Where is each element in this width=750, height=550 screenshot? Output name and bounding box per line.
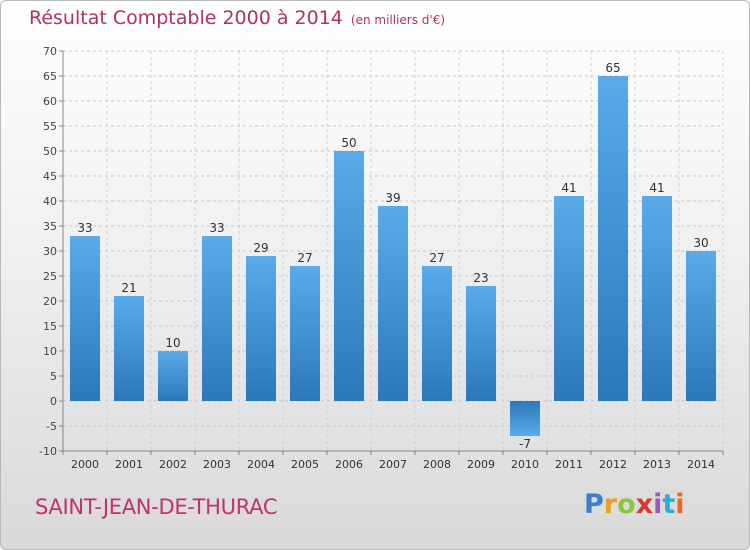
bar-value-label: 33 [77,221,92,235]
bar-value-label: 41 [561,181,576,195]
x-tick-label: 2012 [599,458,627,471]
x-tick-label: 2003 [203,458,231,471]
y-tick-label: 25 [43,270,57,283]
commune-name: SAINT-JEAN-DE-THURAC [35,495,278,519]
bar-value-label: 23 [473,271,488,285]
y-tick-label: 40 [43,195,57,208]
logo-letter: t [662,489,676,520]
bar [158,351,188,401]
y-tick-label: 70 [43,45,57,58]
x-tick-label: 2006 [335,458,363,471]
bar [422,266,452,401]
bar-value-label: 29 [253,241,268,255]
y-tick-label: 45 [43,170,57,183]
x-tick-label: 2014 [687,458,715,471]
bar-value-label: 27 [297,251,312,265]
bar-value-label: 65 [605,61,620,75]
bar-value-label: 27 [429,251,444,265]
logo-letter: r [603,489,618,520]
bar [70,236,100,401]
bar [290,266,320,401]
bar [598,76,628,401]
bar [466,286,496,401]
x-tick-label: 2013 [643,458,671,471]
chart-title: Résultat Comptable 2000 à 2014 (en millie… [29,7,446,29]
x-tick-label: 2002 [159,458,187,471]
y-tick-label: 10 [43,345,57,358]
bar-value-label: 50 [341,136,356,150]
bar [334,151,364,401]
y-tick-label: 15 [43,320,57,333]
bar [510,401,540,436]
bar [554,196,584,401]
x-tick-label: 2010 [511,458,539,471]
bar-value-label: 30 [693,236,708,250]
bar [686,251,716,401]
x-tick-label: 2001 [115,458,143,471]
y-tick-label: 50 [43,145,57,158]
logo-letter: o [617,489,636,520]
y-tick-label: 0 [50,395,57,408]
x-tick-label: 2011 [555,458,583,471]
y-tick-label: 65 [43,70,57,83]
logo-letter: x [635,489,654,520]
x-tick-label: 2008 [423,458,451,471]
bar-value-label: 39 [385,191,400,205]
bar [114,296,144,401]
bar-value-label: 41 [649,181,664,195]
y-tick-label: 20 [43,295,57,308]
x-tick-label: 2005 [291,458,319,471]
y-tick-label: -10 [39,445,57,458]
proxiti-logo: Proxiti [584,489,685,520]
y-tick-label: 5 [50,370,57,383]
bar-value-label: 21 [121,281,136,295]
y-tick-label: 55 [43,120,57,133]
bar-value-label: 33 [209,221,224,235]
y-tick-label: 35 [43,220,57,233]
y-tick-label: 60 [43,95,57,108]
bar [202,236,232,401]
x-tick-label: 2009 [467,458,495,471]
bar [246,256,276,401]
bar-value-label: 10 [165,336,180,350]
y-tick-label: 30 [43,245,57,258]
logo-letter: P [584,489,604,520]
x-tick-label: 2000 [71,458,99,471]
bar [378,206,408,401]
logo-letter: i [653,489,663,520]
x-tick-label: 2004 [247,458,275,471]
y-tick-label: -5 [46,420,57,433]
chart-subtitle: (en milliers d'€) [350,13,446,27]
bar [642,196,672,401]
bar-value-label: -7 [519,437,531,451]
x-tick-label: 2007 [379,458,407,471]
logo-letter: i [675,489,685,520]
